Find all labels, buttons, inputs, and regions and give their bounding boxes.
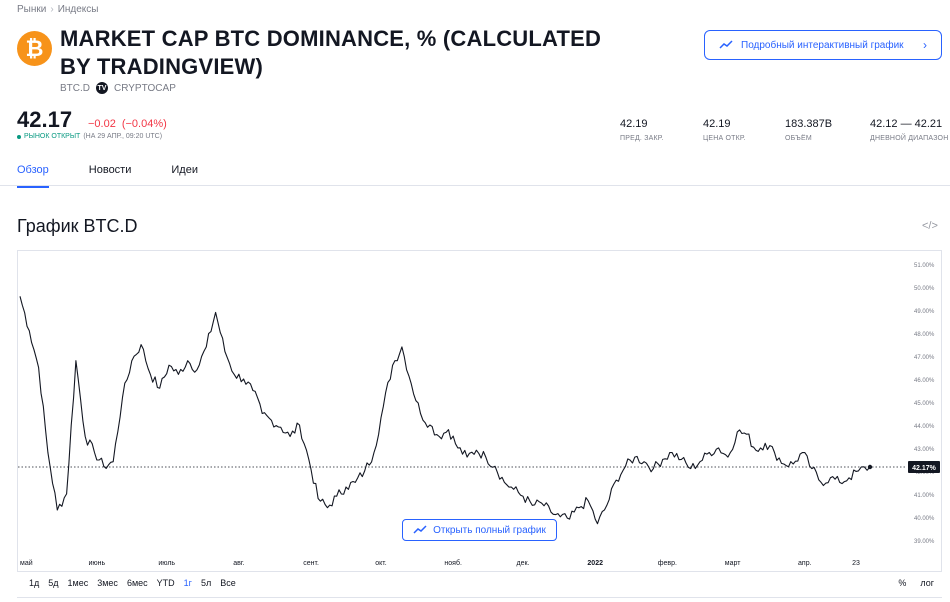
y-tick-label: 50.00%	[914, 286, 935, 292]
stat-label: ДНЕВНОЙ ДИАПАЗОН	[870, 135, 949, 142]
stat-value: 42.19	[620, 118, 648, 130]
change-absolute: −0.02	[88, 118, 116, 130]
last-value-label: 42.17%	[912, 465, 937, 472]
y-tick-label: 43.00%	[914, 447, 935, 453]
market-open-label: РЫНОК ОТКРЫТ	[24, 133, 81, 140]
x-tick-label: март	[725, 560, 741, 567]
page-title: MARKET CAP BTC DOMINANCE, % (CALCULATED …	[60, 26, 602, 79]
stat-open: 42.19 ЦЕНА ОТКР.	[703, 118, 746, 142]
embed-code-icon[interactable]: </>	[922, 220, 938, 232]
range-button[interactable]: 1мес	[67, 578, 89, 588]
stat-label: ЦЕНА ОТКР.	[703, 135, 746, 142]
x-tick-label: 23	[852, 560, 860, 567]
stat-prev-close: 42.19 ПРЕД. ЗАКР.	[620, 118, 663, 142]
stat-label: ПРЕД. ЗАКР.	[620, 135, 664, 142]
tradingview-logo-icon: TV	[96, 82, 108, 94]
x-tick-label: февр.	[658, 560, 677, 567]
y-tick-label: 51.00%	[914, 263, 935, 269]
x-tick-label: дек.	[517, 560, 530, 567]
range-button[interactable]: 6мес	[126, 578, 148, 588]
tabs-divider	[0, 185, 950, 186]
tab-overview[interactable]: Обзор	[17, 164, 49, 188]
range-button[interactable]: 5д	[48, 578, 59, 588]
y-tick-label: 45.00%	[914, 401, 935, 407]
market-status-time: (НА 29 АПР., 09:20 UTC)	[83, 133, 163, 140]
chart-line-icon	[719, 40, 733, 49]
stat-day-range: 42.12 — 42.21 ДНЕВНОЙ ДИАПАЗОН	[870, 118, 948, 142]
y-tick-label: 46.00%	[914, 378, 935, 384]
x-tick-label: июль	[158, 560, 175, 567]
open-full-chart-button[interactable]: Открыть полный график	[402, 519, 557, 541]
x-tick-label: апр.	[798, 560, 812, 567]
range-button[interactable]: YTD	[156, 578, 175, 588]
stat-value: 42.19	[703, 118, 731, 130]
tab-ideas[interactable]: Идеи	[171, 164, 198, 176]
y-tick-label: 40.00%	[914, 516, 935, 522]
symbol-ticker: BTC.D	[60, 82, 90, 94]
x-tick-label: нояб.	[444, 559, 462, 567]
y-tick-label: 41.00%	[914, 493, 935, 499]
last-value-tag	[908, 461, 940, 474]
chevron-right-icon: ›	[923, 38, 927, 52]
bottom-divider	[17, 597, 942, 598]
scale-controls: % лог	[898, 578, 934, 588]
tab-news[interactable]: Новости	[88, 164, 132, 176]
y-tick-label: 49.00%	[914, 309, 935, 315]
x-tick-label: окт.	[375, 560, 386, 567]
interactive-chart-label: Подробный интерактивный график	[741, 39, 904, 51]
range-button[interactable]: Все	[220, 578, 236, 588]
stat-volume: 183.387B ОБЪЁМ	[785, 118, 832, 142]
range-button[interactable]: 3мес	[97, 578, 118, 588]
breadcrumb-item-markets[interactable]: Рынки	[17, 4, 47, 15]
range-button[interactable]: 1д	[29, 578, 40, 588]
last-point-dot	[867, 464, 873, 470]
x-tick-label: июнь	[89, 560, 106, 567]
x-tick-label: май	[20, 559, 33, 567]
interactive-chart-button[interactable]: Подробный интерактивный график ›	[704, 30, 942, 60]
y-tick-label: 39.00%	[914, 539, 935, 545]
x-tick-label: 2022	[587, 560, 603, 567]
section-title: График BTC.D	[17, 216, 138, 236]
y-tick-label: 48.00%	[914, 332, 935, 338]
chart-line-icon	[413, 525, 427, 534]
breadcrumb-item-indices[interactable]: Индексы	[57, 4, 99, 15]
log-scale-toggle[interactable]: лог	[920, 578, 934, 588]
breadcrumb-separator: ›	[50, 4, 54, 15]
bitcoin-logo-icon: ₿	[17, 31, 52, 66]
chart-container[interactable]: 51.00% 50.00% 49.00% 48.00% 47.00% 46.00% 45.0…	[17, 250, 942, 572]
percent-scale-toggle[interactable]: %	[898, 578, 907, 588]
open-full-chart-label: Открыть полный график	[433, 524, 546, 536]
tab-bar: Обзор Новости Идеи	[17, 164, 198, 188]
y-tick-label: 44.00%	[914, 424, 935, 430]
series-line	[19, 296, 871, 525]
price-chart[interactable]: 51.00% 50.00% 49.00% 48.00% 47.00% 46.00% 45.0…	[18, 251, 943, 573]
x-tick-label: сент.	[303, 560, 319, 567]
y-tick-label: 47.00%	[914, 355, 935, 361]
market-status: РЫНОК ОТКРЫТ (НА 29 АПР., 09:20 UTC)	[17, 133, 162, 140]
current-price: 42.17	[17, 107, 73, 132]
range-selector: 1д 5д 1мес 3мес 6мес YTD 1г 5л Все	[29, 578, 236, 588]
x-tick-label: авг.	[233, 560, 244, 567]
stat-value: 183.387B	[785, 118, 833, 130]
range-button[interactable]: 1г	[183, 578, 192, 588]
breadcrumb: Рынки › Индексы	[17, 4, 98, 15]
exchange-name[interactable]: CRYPTOCAP	[114, 82, 176, 94]
symbol-meta: BTC.D TV CRYPTOCAP	[60, 82, 176, 94]
range-button[interactable]: 5л	[200, 578, 212, 588]
price-change: −0.02 (−0.04%)	[88, 118, 167, 130]
stat-label: ОБЪЁМ	[785, 135, 812, 142]
change-percent: (−0.04%)	[121, 118, 167, 130]
status-dot-icon	[17, 134, 21, 139]
stat-value: 42.12 — 42.21	[870, 118, 943, 130]
